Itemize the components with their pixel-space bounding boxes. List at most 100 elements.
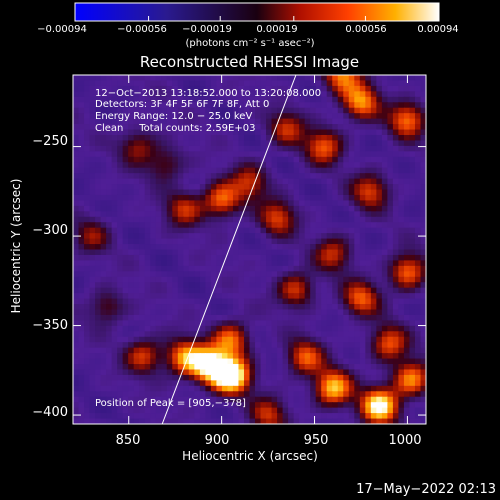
heatmap-cell bbox=[260, 391, 267, 398]
heatmap-cell bbox=[117, 184, 124, 191]
heatmap-cell bbox=[255, 91, 262, 98]
heatmap-cell bbox=[420, 260, 426, 267]
heatmap-cell bbox=[288, 325, 295, 332]
y-tick-label-minus400: −400 bbox=[32, 405, 68, 420]
heatmap-cell bbox=[199, 96, 206, 103]
heatmap-cell bbox=[299, 287, 306, 294]
heatmap-cell bbox=[188, 200, 195, 207]
heatmap-cell bbox=[221, 320, 229, 327]
heatmap-cell bbox=[282, 396, 289, 403]
heatmap-cell bbox=[194, 178, 201, 185]
heatmap-cell bbox=[161, 293, 168, 300]
heatmap-cell bbox=[139, 156, 146, 163]
heatmap-cell bbox=[100, 364, 107, 371]
heatmap-cell bbox=[260, 216, 267, 223]
heatmap-cell bbox=[155, 129, 162, 136]
heatmap-cell bbox=[326, 145, 333, 152]
heatmap-cell bbox=[398, 178, 405, 185]
heatmap-cell bbox=[199, 347, 206, 354]
heatmap-cell bbox=[282, 293, 289, 300]
heatmap-cell bbox=[106, 413, 113, 420]
heatmap-cell bbox=[398, 293, 405, 300]
heatmap-cell bbox=[332, 167, 339, 174]
heatmap-cell bbox=[354, 304, 361, 311]
heatmap-cell bbox=[266, 314, 273, 321]
heatmap-cell bbox=[387, 369, 394, 376]
heatmap-cell bbox=[128, 178, 135, 185]
heatmap-cell bbox=[133, 304, 140, 311]
heatmap-cell bbox=[100, 129, 107, 136]
heatmap-cell bbox=[194, 271, 201, 278]
heatmap-cell bbox=[392, 216, 400, 223]
heatmap-cell bbox=[392, 320, 400, 327]
heatmap-cell bbox=[216, 254, 223, 261]
heatmap-cell bbox=[414, 222, 422, 229]
heatmap-cell bbox=[310, 391, 317, 398]
heatmap-cell bbox=[188, 407, 195, 414]
heatmap-cell bbox=[403, 342, 411, 349]
heatmap-cell bbox=[260, 336, 267, 343]
heatmap-cell bbox=[177, 254, 184, 261]
heatmap-cell bbox=[117, 391, 124, 398]
heatmap-cell bbox=[221, 298, 229, 305]
heatmap-cell bbox=[255, 309, 262, 316]
heatmap-cell bbox=[370, 380, 377, 387]
heatmap-cell bbox=[144, 342, 151, 349]
heatmap-cell bbox=[321, 325, 328, 332]
heatmap-cell bbox=[150, 391, 157, 398]
heatmap-cell bbox=[133, 216, 140, 223]
heatmap-cell bbox=[271, 418, 278, 424]
heatmap-cell bbox=[332, 75, 339, 82]
heatmap-cell bbox=[414, 151, 422, 158]
heatmap-cell bbox=[271, 309, 278, 316]
heatmap-cell bbox=[310, 140, 317, 147]
heatmap-cell bbox=[370, 271, 377, 278]
heatmap-cell bbox=[315, 162, 322, 169]
heatmap-cell bbox=[321, 238, 328, 245]
heatmap-cell bbox=[398, 314, 405, 321]
heatmap-cell bbox=[210, 222, 218, 229]
heatmap-cell bbox=[392, 200, 400, 207]
heatmap-cell bbox=[392, 140, 400, 147]
heatmap-cell bbox=[260, 265, 267, 272]
heatmap-cell bbox=[216, 216, 223, 223]
heatmap-cell bbox=[133, 380, 140, 387]
heatmap-cell bbox=[271, 244, 278, 251]
heatmap-cell bbox=[227, 211, 234, 218]
heatmap-cell bbox=[365, 124, 372, 131]
heatmap-cell bbox=[122, 304, 129, 311]
heatmap-cell bbox=[111, 304, 118, 311]
heatmap-cell bbox=[100, 205, 107, 212]
heatmap-cell bbox=[183, 314, 190, 321]
heatmap-cell bbox=[420, 298, 426, 305]
heatmap-cell bbox=[321, 140, 328, 147]
heatmap-cell bbox=[133, 102, 140, 109]
heatmap-cell bbox=[194, 309, 201, 316]
heatmap-cell bbox=[150, 189, 157, 196]
heatmap-cell bbox=[238, 413, 245, 420]
heatmap-cell bbox=[310, 418, 317, 424]
heatmap-cell bbox=[304, 347, 311, 354]
heatmap-cell bbox=[304, 145, 311, 152]
heatmap-cell bbox=[73, 402, 80, 409]
heatmap-cell bbox=[354, 173, 361, 180]
heatmap-cell bbox=[106, 140, 113, 147]
heatmap-cell bbox=[288, 287, 295, 294]
heatmap-cell bbox=[260, 118, 267, 125]
heatmap-cell bbox=[150, 113, 157, 120]
heatmap-cell bbox=[359, 374, 366, 381]
heatmap-cell bbox=[293, 194, 300, 202]
heatmap-cell bbox=[139, 216, 146, 223]
heatmap-cell bbox=[293, 265, 300, 272]
heatmap-cell bbox=[172, 413, 179, 420]
heatmap-cell bbox=[266, 342, 273, 349]
heatmap-cell bbox=[117, 336, 124, 343]
heatmap-cell bbox=[188, 298, 195, 305]
heatmap-cell bbox=[84, 325, 91, 332]
heatmap-cell bbox=[150, 238, 157, 245]
heatmap-cell bbox=[321, 156, 328, 163]
heatmap-cell bbox=[249, 309, 256, 316]
heatmap-cell bbox=[205, 124, 212, 131]
heatmap-cell bbox=[392, 364, 400, 371]
heatmap-cell bbox=[210, 407, 218, 414]
